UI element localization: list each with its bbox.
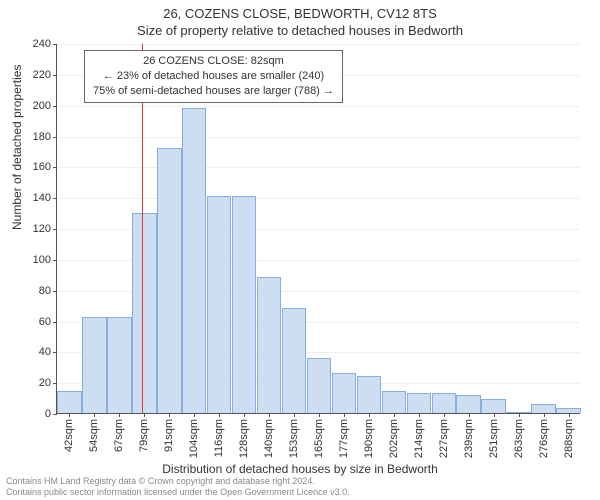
x-tick-label: 214sqm bbox=[413, 380, 425, 419]
histogram-bar bbox=[132, 213, 156, 413]
footer-attribution: Contains HM Land Registry data © Crown c… bbox=[6, 476, 350, 499]
y-tick-label: 0 bbox=[45, 408, 57, 420]
x-tick-label: 177sqm bbox=[338, 380, 350, 419]
y-tick-label: 120 bbox=[33, 223, 57, 235]
footer-line-1: Contains HM Land Registry data © Crown c… bbox=[6, 476, 350, 487]
gridline bbox=[57, 106, 580, 107]
x-axis-label: Distribution of detached houses by size … bbox=[0, 462, 600, 476]
y-tick-label: 200 bbox=[33, 100, 57, 112]
y-tick-label: 20 bbox=[39, 377, 57, 389]
annotation-box: 26 COZENS CLOSE: 82sqm← 23% of detached … bbox=[84, 50, 343, 103]
y-tick-label: 240 bbox=[33, 38, 57, 50]
y-tick-label: 140 bbox=[33, 192, 57, 204]
chart-title-sub: Size of property relative to detached ho… bbox=[0, 21, 600, 38]
x-tick-label: 79sqm bbox=[138, 386, 150, 419]
annotation-line: 26 COZENS CLOSE: 82sqm bbox=[93, 54, 334, 69]
x-tick-label: 104sqm bbox=[188, 380, 200, 419]
y-tick-label: 180 bbox=[33, 131, 57, 143]
gridline bbox=[57, 44, 580, 45]
annotation-line: 75% of semi-detached houses are larger (… bbox=[93, 84, 334, 99]
x-tick-label: 153sqm bbox=[288, 380, 300, 419]
y-tick-label: 80 bbox=[39, 285, 57, 297]
x-tick-label: 91sqm bbox=[163, 386, 175, 419]
y-axis-label: Number of detached properties bbox=[10, 65, 24, 230]
x-tick-label: 140sqm bbox=[263, 380, 275, 419]
gridline bbox=[57, 198, 580, 199]
x-tick-label: 202sqm bbox=[388, 380, 400, 419]
annotation-line: ← 23% of detached houses are smaller (24… bbox=[93, 69, 334, 84]
x-tick-label: 239sqm bbox=[463, 380, 475, 419]
x-tick-label: 276sqm bbox=[538, 380, 550, 419]
y-tick-label: 220 bbox=[33, 69, 57, 81]
x-tick-label: 54sqm bbox=[88, 386, 100, 419]
x-tick-label: 67sqm bbox=[113, 386, 125, 419]
gridline bbox=[57, 167, 580, 168]
y-tick-label: 60 bbox=[39, 316, 57, 328]
x-tick-label: 288sqm bbox=[563, 380, 575, 419]
x-tick-label: 263sqm bbox=[513, 380, 525, 419]
x-tick-label: 190sqm bbox=[363, 380, 375, 419]
histogram-bar bbox=[182, 108, 206, 413]
x-tick-label: 42sqm bbox=[63, 386, 75, 419]
chart-title-main: 26, COZENS CLOSE, BEDWORTH, CV12 8TS bbox=[0, 0, 600, 21]
histogram-bar bbox=[157, 148, 181, 413]
footer-line-2: Contains public sector information licen… bbox=[6, 487, 350, 498]
y-tick-label: 40 bbox=[39, 346, 57, 358]
x-tick-label: 128sqm bbox=[238, 380, 250, 419]
gridline bbox=[57, 137, 580, 138]
x-tick-label: 251sqm bbox=[488, 380, 500, 419]
y-tick-label: 100 bbox=[33, 254, 57, 266]
x-tick-label: 227sqm bbox=[438, 380, 450, 419]
x-tick-label: 165sqm bbox=[313, 380, 325, 419]
x-tick-label: 116sqm bbox=[213, 381, 225, 419]
y-tick-label: 160 bbox=[33, 161, 57, 173]
